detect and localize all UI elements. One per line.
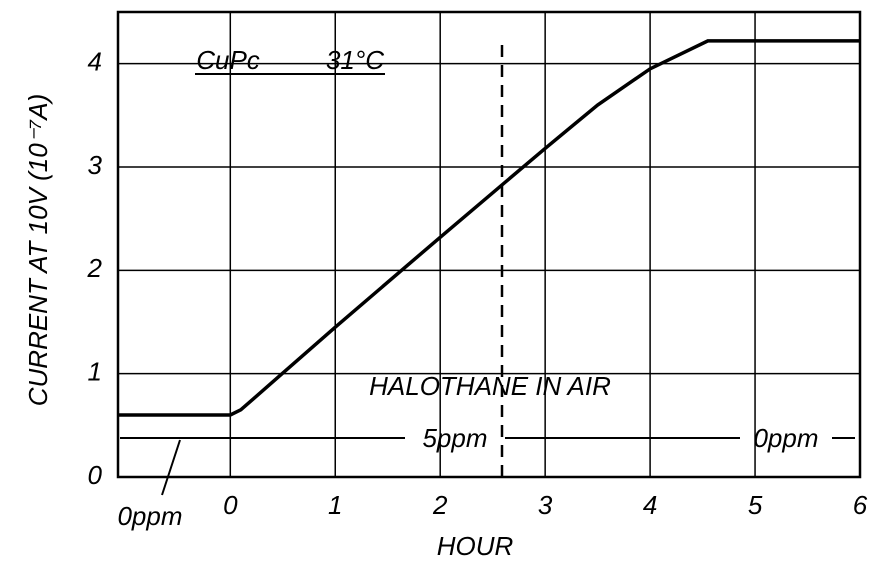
label-bg — [405, 424, 505, 452]
y-tick-label: 1 — [88, 357, 102, 387]
x-axis-label: HOUR — [437, 531, 514, 561]
x-tick-label: 6 — [853, 490, 868, 520]
plot-frame — [116, 10, 862, 479]
y-tick-label: 4 — [88, 47, 102, 77]
data-line — [118, 39, 860, 417]
y-tick-label: 2 — [87, 253, 103, 283]
x-tick-label: 4 — [643, 490, 657, 520]
gas-label: HALOTHANE IN AIR — [369, 371, 611, 401]
y-tick-label: 3 — [88, 150, 103, 180]
x-tick-label: 1 — [328, 490, 342, 520]
x-tick-label: 2 — [432, 490, 448, 520]
conc-off-label: 0ppm — [753, 423, 818, 453]
x-tick-label: 0 — [223, 490, 238, 520]
conc-on-label: 5ppm — [422, 423, 487, 453]
y-axis-label: CURRENT AT 10V (10⁻⁷A) — [23, 94, 53, 407]
y-tick-label: 0 — [88, 460, 103, 490]
leader-line — [161, 439, 181, 496]
x-tick-label: 3 — [538, 490, 553, 520]
conc-before-label: 0ppm — [117, 501, 182, 531]
x-tick-label: 5 — [748, 490, 763, 520]
material-label: CuPc — [196, 45, 260, 75]
